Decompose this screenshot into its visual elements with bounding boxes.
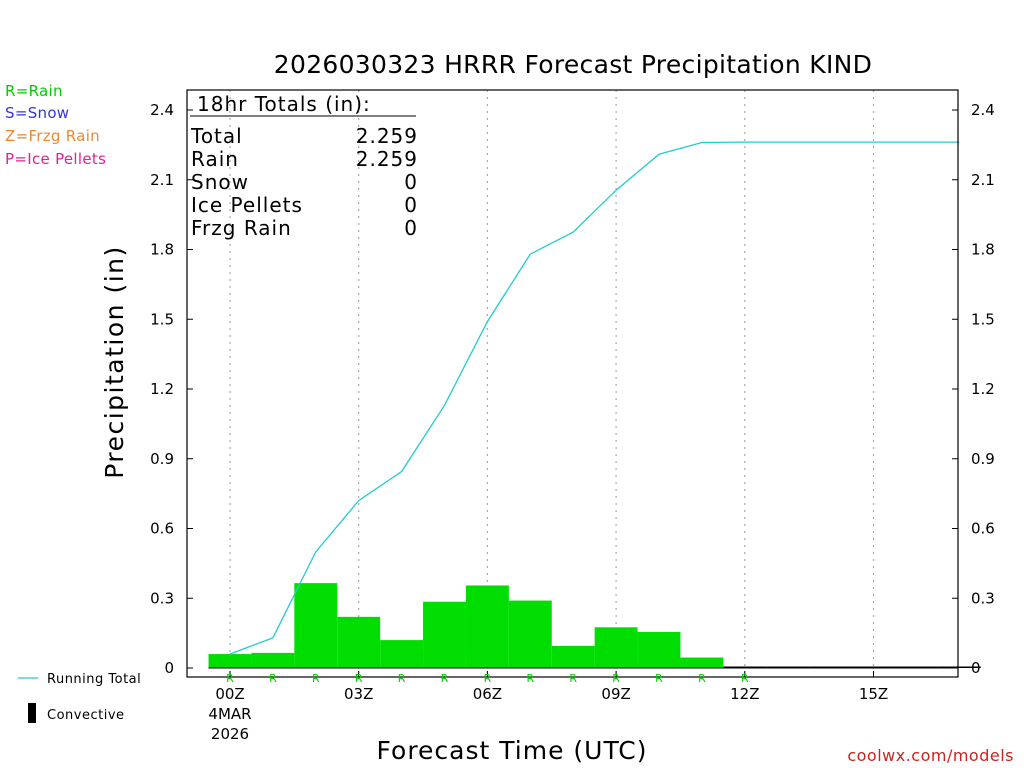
- ytick-label-right-5: 1.5: [971, 310, 995, 328]
- watermark: coolwx.com/models: [847, 746, 1014, 765]
- bar-hour-10: [637, 631, 681, 668]
- ytick-label-right-8: 2.4: [971, 101, 995, 119]
- totals-label-snow: Snow: [191, 170, 249, 194]
- ytick-label-right-0: 0: [971, 659, 981, 677]
- totals-label-frzg-rain: Frzg Rain: [191, 216, 292, 240]
- xtick-label-00Z: 00Z: [215, 685, 244, 703]
- ytick-label-left-5: 1.5: [150, 310, 174, 328]
- plot-frame: [186, 89, 959, 678]
- totals-heading: 18hr Totals (in):: [197, 92, 371, 116]
- type-code-hour-12: R: [741, 672, 749, 685]
- bar-hour-3: [337, 616, 381, 668]
- type-code-hour-9: R: [612, 672, 620, 685]
- ytick-label-right-6: 1.8: [971, 241, 995, 259]
- convective-legend-swatch: [28, 703, 36, 723]
- type-code-hour-3: R: [355, 672, 363, 685]
- type-code-hour-6: R: [484, 672, 492, 685]
- ytick-label-left-8: 2.4: [150, 101, 174, 119]
- ytick-label-left-2: 0.6: [150, 520, 174, 538]
- ytick-label-right-1: 0.3: [971, 589, 995, 607]
- bar-hour-4: [380, 640, 424, 668]
- y-axis-right: 0 0.3 0.6 0.9 1.2 1.5 1.8 2.1 2.4: [952, 101, 995, 677]
- bar-hour-7: [508, 600, 552, 668]
- type-code-hour-10: R: [655, 672, 663, 685]
- ytick-label-right-4: 1.2: [971, 380, 995, 398]
- xtick-label-12Z: 12Z: [730, 685, 759, 703]
- ytick-label-left-7: 2.1: [150, 171, 174, 189]
- bar-hour-0: [208, 654, 252, 668]
- ytick-label-left-0: 0: [164, 659, 174, 677]
- xtick-label-06Z: 06Z: [473, 685, 502, 703]
- ytick-label-right-3: 0.9: [971, 450, 995, 468]
- bar-hour-5: [423, 601, 466, 668]
- x-axis: 00Z 03Z 06Z 09Z 12Z 15Z: [215, 671, 888, 703]
- totals-box: 18hr Totals (in): Total 2.259 Rain 2.259…: [190, 92, 418, 240]
- ytick-label-left-1: 0.3: [150, 589, 174, 607]
- type-code-hour-2: R: [312, 672, 320, 685]
- xtick-label-09Z: 09Z: [601, 685, 630, 703]
- totals-value-frzg-rain: 0: [404, 216, 418, 240]
- bar-hour-11: [680, 657, 724, 668]
- ytick-label-right-2: 0.6: [971, 520, 995, 538]
- ytick-label-left-3: 0.9: [150, 450, 174, 468]
- totals-label-total: Total: [190, 124, 243, 148]
- bar-hour-1: [251, 652, 295, 668]
- xtick-label-03Z: 03Z: [344, 685, 373, 703]
- bar-hour-6: [465, 585, 509, 668]
- totals-value-total: 2.259: [356, 124, 418, 148]
- legend-frzg-rain: Z=Frzg Rain: [5, 127, 100, 145]
- bars: [208, 583, 981, 669]
- date-label-year: 2026: [211, 725, 249, 743]
- running-total-legend-label: Running Total: [47, 672, 141, 687]
- ytick-label-right-7: 2.1: [971, 171, 995, 189]
- type-code-hour-0: R: [226, 672, 234, 685]
- bar-hour-8: [551, 645, 595, 668]
- totals-value-ice-pellets: 0: [404, 193, 418, 217]
- bar-hour-2: [294, 583, 338, 668]
- y-axis-label: Precipitation (in): [100, 245, 129, 479]
- type-code-hour-11: R: [698, 672, 706, 685]
- convective-legend-label: Convective: [47, 708, 125, 723]
- totals-value-rain: 2.259: [356, 147, 418, 171]
- bottom-legend: Running Total Convective: [18, 672, 141, 723]
- totals-label-ice-pellets: Ice Pellets: [191, 193, 303, 217]
- ytick-label-left-6: 1.8: [150, 241, 174, 259]
- bar-hour-9: [594, 627, 638, 668]
- y-axis-left: 0 0.3 0.6 0.9 1.2 1.5 1.8 2.1 2.4: [150, 101, 193, 677]
- legend-rain: R=Rain: [5, 82, 63, 100]
- ytick-label-left-4: 1.2: [150, 380, 174, 398]
- totals-label-rain: Rain: [191, 147, 239, 171]
- type-code-hour-7: R: [526, 672, 534, 685]
- totals-value-snow: 0: [404, 170, 418, 194]
- x-axis-label: Forecast Time (UTC): [377, 736, 648, 765]
- xtick-label-15Z: 15Z: [859, 685, 888, 703]
- type-code-hour-1: R: [269, 672, 277, 685]
- type-code-hour-8: R: [569, 672, 577, 685]
- legend-ice-pellets: P=Ice Pellets: [5, 150, 107, 168]
- legend-snow: S=Snow: [5, 104, 70, 122]
- type-code-hour-4: R: [398, 672, 406, 685]
- chart-title: 2026030323 HRRR Forecast Precipitation K…: [273, 50, 873, 79]
- running-total-line: [229, 141, 960, 655]
- date-label-day: 4MAR: [208, 705, 251, 723]
- type-code-hour-5: R: [441, 672, 449, 685]
